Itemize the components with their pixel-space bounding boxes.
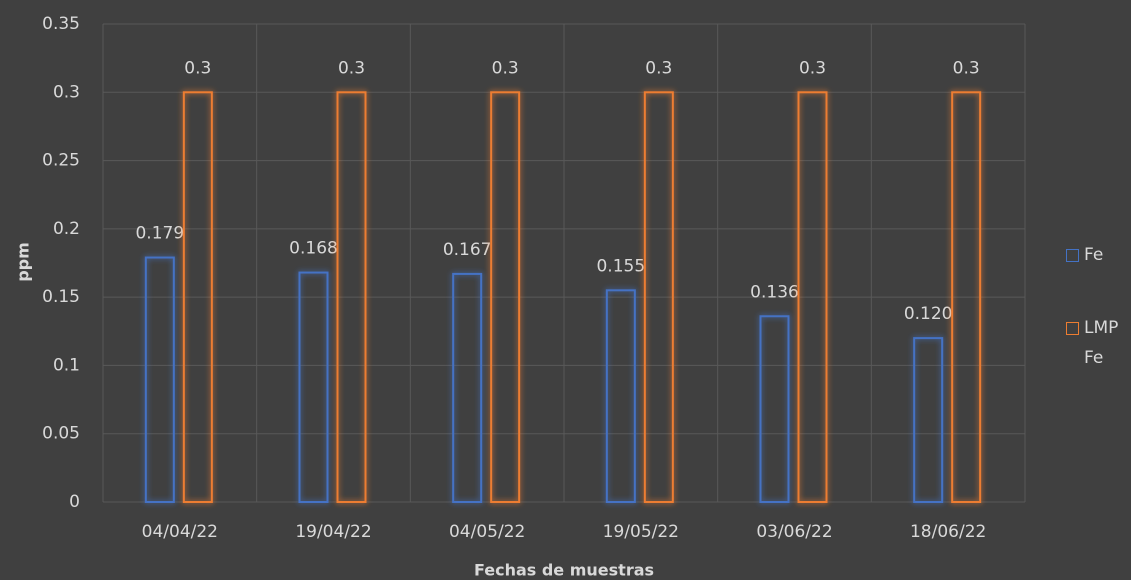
y-tick-label: 0.1 xyxy=(53,355,80,375)
bar xyxy=(913,337,944,503)
x-tick-label: 04/05/22 xyxy=(449,522,525,542)
data-label: 0.179 xyxy=(135,224,184,244)
data-label: 0.136 xyxy=(750,282,799,302)
x-tick-label: 18/06/22 xyxy=(910,522,986,542)
x-tick-label: 04/04/22 xyxy=(142,522,218,542)
data-label: 0.3 xyxy=(645,58,672,78)
bar xyxy=(490,91,521,504)
data-label: 0.3 xyxy=(953,58,980,78)
y-tick-label: 0.2 xyxy=(53,219,80,239)
y-axis-title: ppm xyxy=(14,242,33,282)
y-tick-label: 0.25 xyxy=(42,151,80,171)
y-tick-label: 0.15 xyxy=(42,287,80,307)
data-label: 0.120 xyxy=(904,304,953,324)
bar xyxy=(182,91,213,504)
bar xyxy=(605,289,636,504)
x-tick-label: 03/06/22 xyxy=(756,522,832,542)
legend-item: LMP Fe xyxy=(1066,313,1130,373)
x-axis-title: Fechas de muestras xyxy=(474,561,654,580)
y-tick-label: 0.35 xyxy=(42,14,80,34)
data-label: 0.3 xyxy=(492,58,519,78)
bar xyxy=(336,91,367,504)
y-tick-label: 0 xyxy=(69,492,80,512)
bar xyxy=(797,91,828,504)
bar xyxy=(144,256,175,503)
legend-swatch xyxy=(1066,249,1079,262)
bar xyxy=(951,91,982,504)
bar xyxy=(643,91,674,504)
y-tick-label: 0.3 xyxy=(53,82,80,102)
legend-item: Fe xyxy=(1066,240,1130,270)
data-label: 0.3 xyxy=(338,58,365,78)
data-label: 0.3 xyxy=(184,58,211,78)
bar xyxy=(759,315,790,503)
data-label: 0.168 xyxy=(289,239,338,259)
data-label: 0.167 xyxy=(443,240,492,260)
legend-swatch xyxy=(1066,322,1079,335)
y-tick-label: 0.05 xyxy=(42,424,80,444)
data-label: 0.155 xyxy=(596,256,645,276)
x-tick-label: 19/04/22 xyxy=(295,522,371,542)
legend-label: LMP Fe xyxy=(1084,318,1119,368)
bar xyxy=(298,271,329,503)
legend-label: Fe xyxy=(1084,245,1104,265)
bar xyxy=(452,272,483,503)
x-tick-label: 19/05/22 xyxy=(603,522,679,542)
data-label: 0.3 xyxy=(799,58,826,78)
